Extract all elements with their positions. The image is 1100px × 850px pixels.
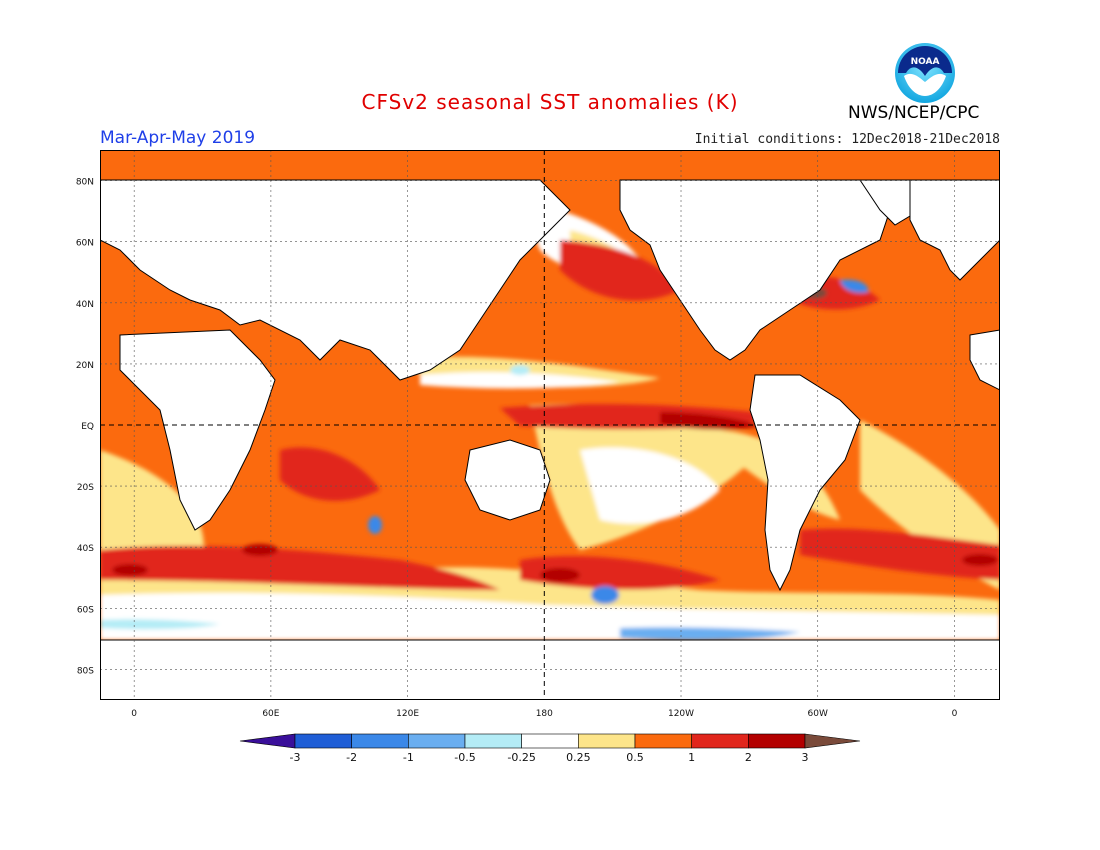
colorbar-max-arrow [804,733,861,749]
lat-tick-label: 20S [77,483,94,493]
colorbar-label: 0.25 [566,751,591,764]
colorbar-label: -0.25 [507,751,535,764]
colorbar-label: -1 [403,751,414,764]
colorbar-swatch [351,733,409,749]
initial-conditions-label: Initial conditions: 12Dec2018-21Dec2018 [694,132,1000,147]
sst-anomaly-map [100,150,1000,700]
lat-tick-label: EQ [81,422,94,432]
lon-tick-label: 0 [131,709,137,719]
colorbar-label: 1 [688,751,695,764]
graticule [100,150,1000,700]
lat-tick-label: 40S [77,544,94,554]
agency-label: NWS/NCEP/CPC [848,103,980,123]
colorbar-swatch [748,733,806,749]
chart-title: CFSv2 seasonal SST anomalies (K) [361,90,739,114]
colorbar-label: -0.5 [454,751,475,764]
colorbar-label: -3 [290,751,301,764]
colorbar-swatch [294,733,352,749]
lat-tick-label: 60S [77,605,94,615]
season-label: Mar-Apr-May 2019 [100,128,256,148]
noaa-logo: NOAA [895,43,955,103]
colorbar-label: 3 [802,751,809,764]
lat-tick-label: 80N [76,178,94,188]
colorbar-swatch [408,733,466,749]
lat-tick-label: 60N [76,239,94,249]
lon-tick-label: 120E [396,709,419,719]
svg-text:NOAA: NOAA [911,57,940,67]
lon-tick-label: 60E [262,709,279,719]
colorbar-min-arrow [239,733,296,749]
lon-tick-label: 60W [808,709,828,719]
lat-tick-label: 20N [76,361,94,371]
colorbar-label: 2 [745,751,752,764]
colorbar-swatch [464,733,522,749]
lon-tick-label: 120W [668,709,694,719]
colorbar-label: -2 [346,751,357,764]
colorbar-label: 0.5 [626,751,644,764]
lon-tick-label: 180 [536,709,553,719]
land-masses [100,179,1000,700]
colorbar-swatch [634,733,692,749]
colorbar-swatch [521,733,579,749]
colorbar-swatch [578,733,636,749]
lon-tick-label: 0 [952,709,958,719]
lat-tick-label: 40N [76,300,94,310]
colorbar-swatch [691,733,749,749]
lat-tick-label: 80S [77,666,94,676]
